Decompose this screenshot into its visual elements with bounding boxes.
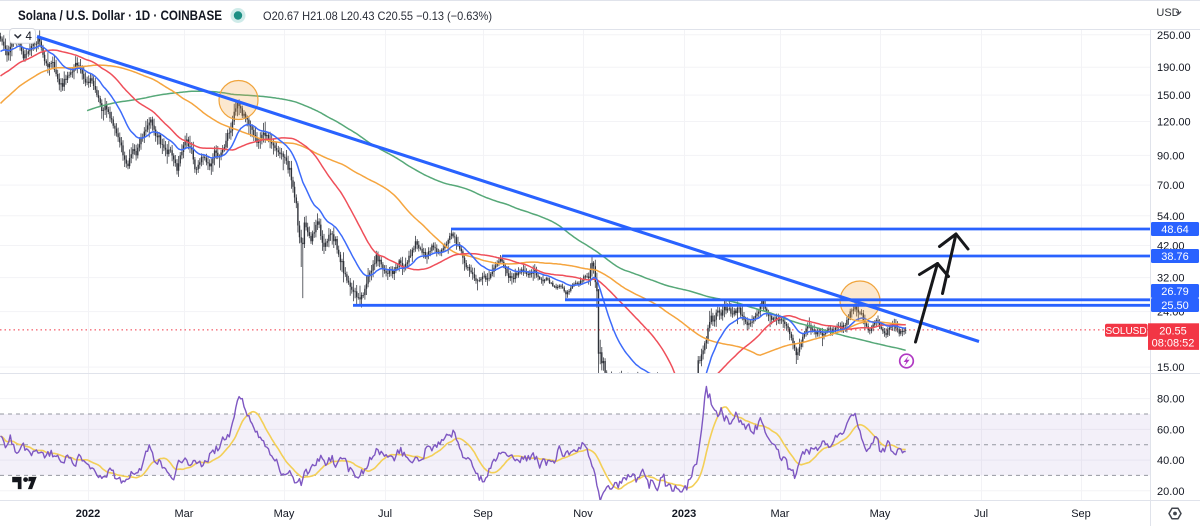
svg-text:O20.67 H21.08 L20.43 C20.55 −0: O20.67 H21.08 L20.43 C20.55 −0.13 (−0.63… bbox=[263, 9, 492, 23]
svg-text:26.79: 26.79 bbox=[1161, 286, 1189, 298]
svg-text:2023: 2023 bbox=[672, 508, 696, 520]
svg-text:SOLUSD: SOLUSD bbox=[1105, 326, 1146, 337]
svg-text:54.00: 54.00 bbox=[1157, 211, 1185, 223]
svg-text:Mar: Mar bbox=[771, 508, 790, 520]
svg-text:38.76: 38.76 bbox=[1161, 251, 1189, 263]
svg-text:250.00: 250.00 bbox=[1157, 30, 1191, 42]
svg-text:120.00: 120.00 bbox=[1157, 117, 1191, 129]
svg-text:Jul: Jul bbox=[974, 508, 988, 520]
svg-text:Nov: Nov bbox=[573, 508, 593, 520]
svg-text:15.00: 15.00 bbox=[1157, 362, 1185, 374]
svg-text:48.64: 48.64 bbox=[1161, 224, 1189, 236]
svg-text:80.00: 80.00 bbox=[1157, 394, 1185, 406]
svg-text:70.00: 70.00 bbox=[1157, 180, 1185, 192]
svg-text:32.00: 32.00 bbox=[1157, 273, 1185, 285]
svg-text:May: May bbox=[870, 508, 891, 520]
svg-text:May: May bbox=[274, 508, 295, 520]
svg-text:90.00: 90.00 bbox=[1157, 150, 1185, 162]
svg-text:190.00: 190.00 bbox=[1157, 62, 1191, 74]
svg-text:08:08:52: 08:08:52 bbox=[1152, 337, 1195, 349]
svg-text:4: 4 bbox=[26, 31, 33, 43]
svg-text:Jul: Jul bbox=[378, 508, 392, 520]
svg-text:150.00: 150.00 bbox=[1157, 90, 1191, 102]
svg-text:40.00: 40.00 bbox=[1157, 455, 1185, 467]
svg-text:25.50: 25.50 bbox=[1161, 300, 1189, 312]
svg-text:Solana / U.S. Dollar · 1D · CO: Solana / U.S. Dollar · 1D · COINBASE bbox=[18, 8, 222, 23]
svg-text:20.55: 20.55 bbox=[1159, 326, 1187, 338]
svg-text:2022: 2022 bbox=[76, 508, 100, 520]
svg-text:Mar: Mar bbox=[175, 508, 194, 520]
svg-text:20.00: 20.00 bbox=[1157, 486, 1185, 498]
svg-text:Sep: Sep bbox=[1071, 508, 1091, 520]
svg-text:USD: USD bbox=[1156, 7, 1179, 19]
svg-text:60.00: 60.00 bbox=[1157, 424, 1185, 436]
svg-text:Sep: Sep bbox=[473, 508, 493, 520]
